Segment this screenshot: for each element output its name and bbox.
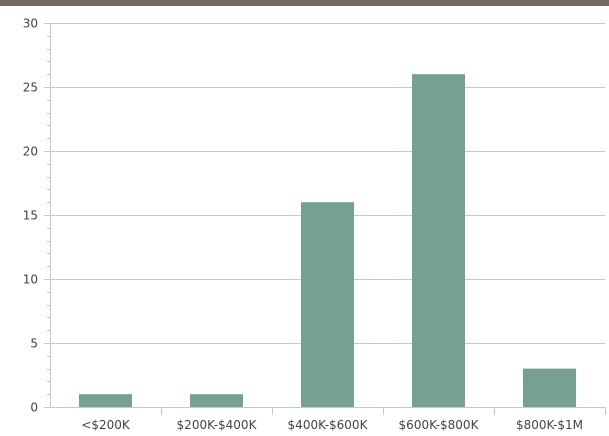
y-tick-label: 25 bbox=[23, 81, 38, 95]
y-tick-label: 5 bbox=[30, 337, 38, 351]
bar-1 bbox=[190, 394, 243, 407]
y-tick-label: 0 bbox=[30, 401, 38, 415]
x-tick-label: <$200K bbox=[81, 418, 131, 432]
axes bbox=[44, 23, 606, 415]
top-accent-bar bbox=[0, 0, 609, 6]
y-tick-label: 30 bbox=[23, 17, 38, 31]
grid-lines bbox=[50, 23, 605, 344]
x-tick-label: $600K-$800K bbox=[399, 418, 480, 432]
y-tick-label: 15 bbox=[23, 209, 38, 223]
y-tick-labels: 0 5 10 15 20 25 30 bbox=[23, 17, 38, 415]
bars bbox=[79, 74, 576, 407]
x-tick-label: $200K-$400K bbox=[177, 418, 258, 432]
bar-4 bbox=[523, 368, 576, 407]
y-tick-label: 20 bbox=[23, 145, 38, 159]
bar-2 bbox=[301, 202, 354, 407]
y-tick-label: 10 bbox=[23, 273, 38, 287]
bar-0 bbox=[79, 394, 132, 407]
x-tick-label: $400K-$600K bbox=[288, 418, 369, 432]
x-tick-labels: <$200K $200K-$400K $400K-$600K $600K-$800K $… bbox=[81, 418, 583, 432]
x-tick-label: $800K-$1M bbox=[516, 418, 583, 432]
bar-3 bbox=[412, 74, 465, 407]
